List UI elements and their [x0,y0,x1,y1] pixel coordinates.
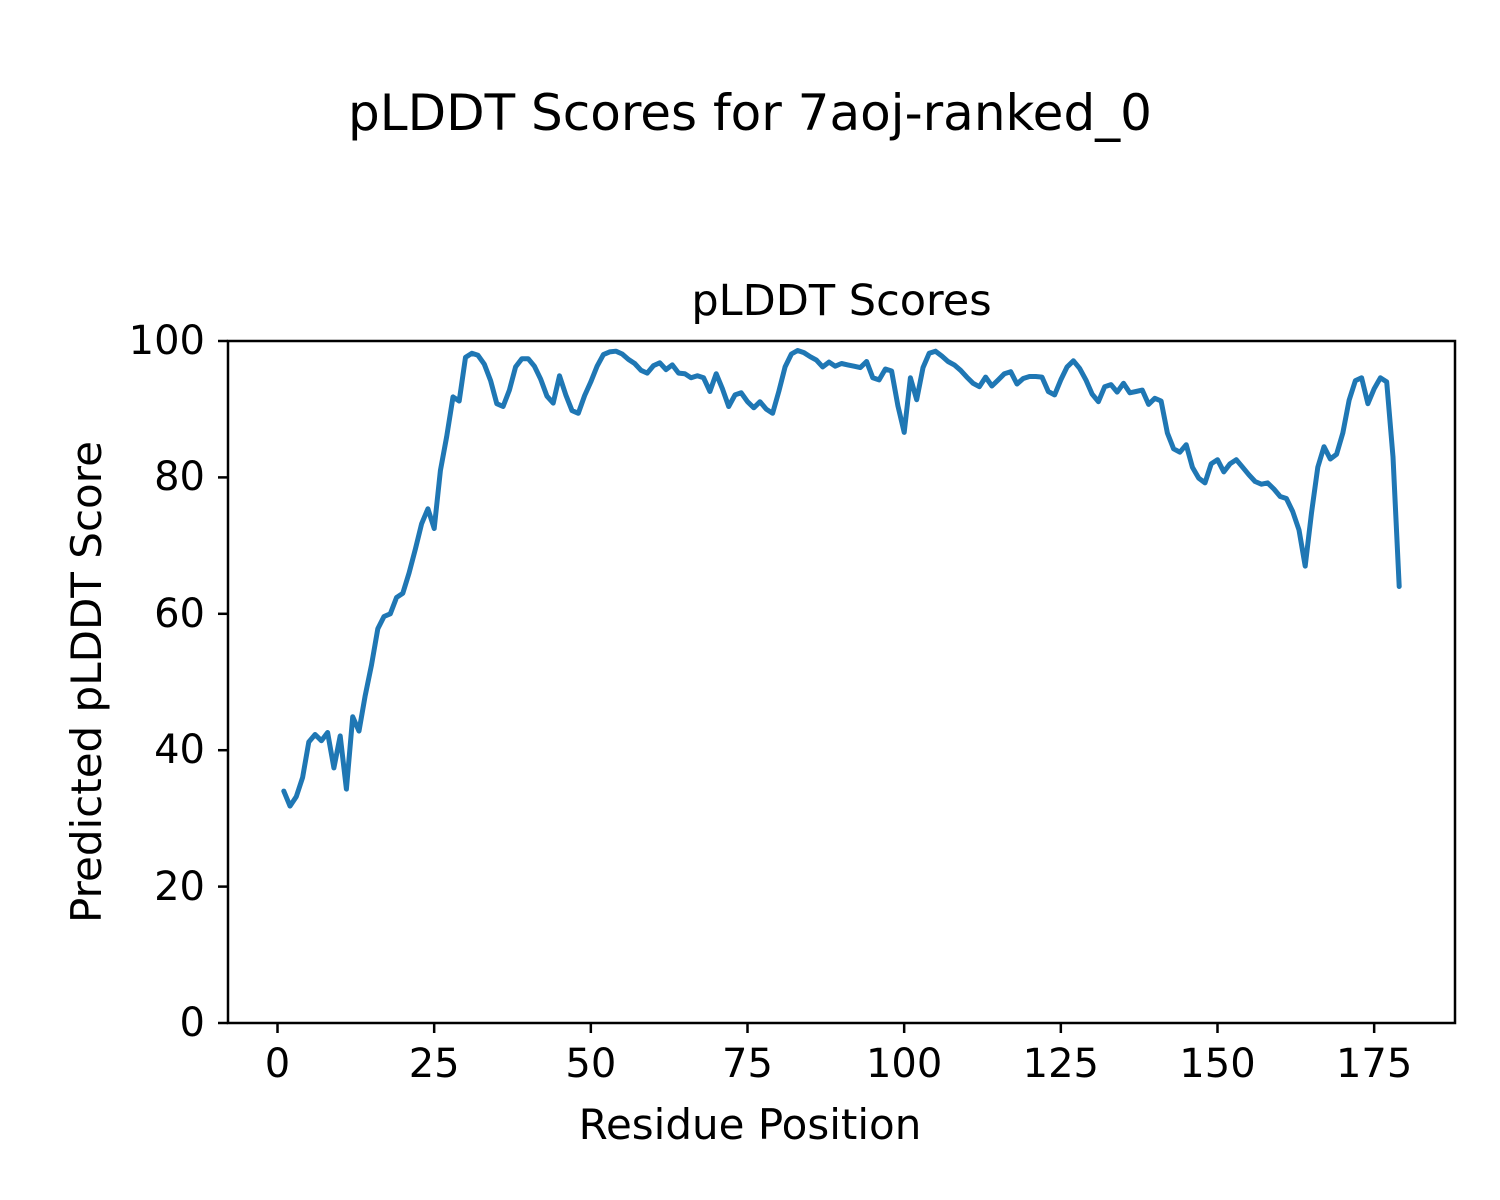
x-tick-label: 75 [722,1041,773,1087]
axes-frame [226,339,1457,1025]
x-tick-label: 0 [264,1041,291,1087]
y-tick-label: 100 [128,318,205,364]
x-tick-label: 125 [1022,1041,1099,1087]
x-tick-label: 100 [865,1041,943,1087]
y-axis-label: Predicted pLDDT Score [62,441,111,923]
y-tick-label: 0 [179,1000,205,1046]
x-tick-label: 150 [1179,1041,1256,1087]
x-tick-label: 25 [408,1041,460,1087]
y-tick-label: 40 [154,727,205,774]
x-tick-label: 50 [565,1041,617,1087]
x-tick-label: 175 [1335,1041,1413,1087]
axes-title: pLDDT Scores [691,276,992,326]
figure-title: pLDDT Scores for 7aoj-ranked_0 [347,84,1152,142]
tick-marks [218,339,1376,1033]
y-tick-label: 80 [154,454,205,501]
y-tick-label: 60 [154,590,205,637]
plddt-line-series [281,348,1402,809]
y-tick-label: 20 [154,863,205,910]
x-axis-label: Residue Position [578,1100,922,1149]
